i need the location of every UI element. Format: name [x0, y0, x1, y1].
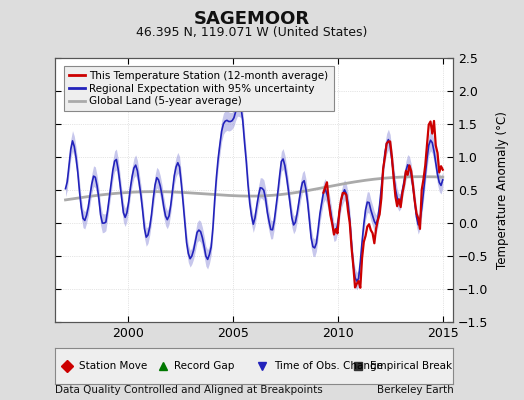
Text: Record Gap: Record Gap	[174, 361, 235, 371]
Text: Berkeley Earth: Berkeley Earth	[377, 385, 453, 395]
Text: Empirical Break: Empirical Break	[369, 361, 452, 371]
Y-axis label: Temperature Anomaly (°C): Temperature Anomaly (°C)	[496, 111, 509, 269]
Text: SAGEMOOR: SAGEMOOR	[193, 10, 310, 28]
Text: 46.395 N, 119.071 W (United States): 46.395 N, 119.071 W (United States)	[136, 26, 367, 39]
Legend: This Temperature Station (12-month average), Regional Expectation with 95% uncer: This Temperature Station (12-month avera…	[64, 66, 334, 112]
Text: Data Quality Controlled and Aligned at Breakpoints: Data Quality Controlled and Aligned at B…	[55, 385, 323, 395]
Text: Time of Obs. Change: Time of Obs. Change	[274, 361, 383, 371]
Text: Station Move: Station Move	[79, 361, 147, 371]
